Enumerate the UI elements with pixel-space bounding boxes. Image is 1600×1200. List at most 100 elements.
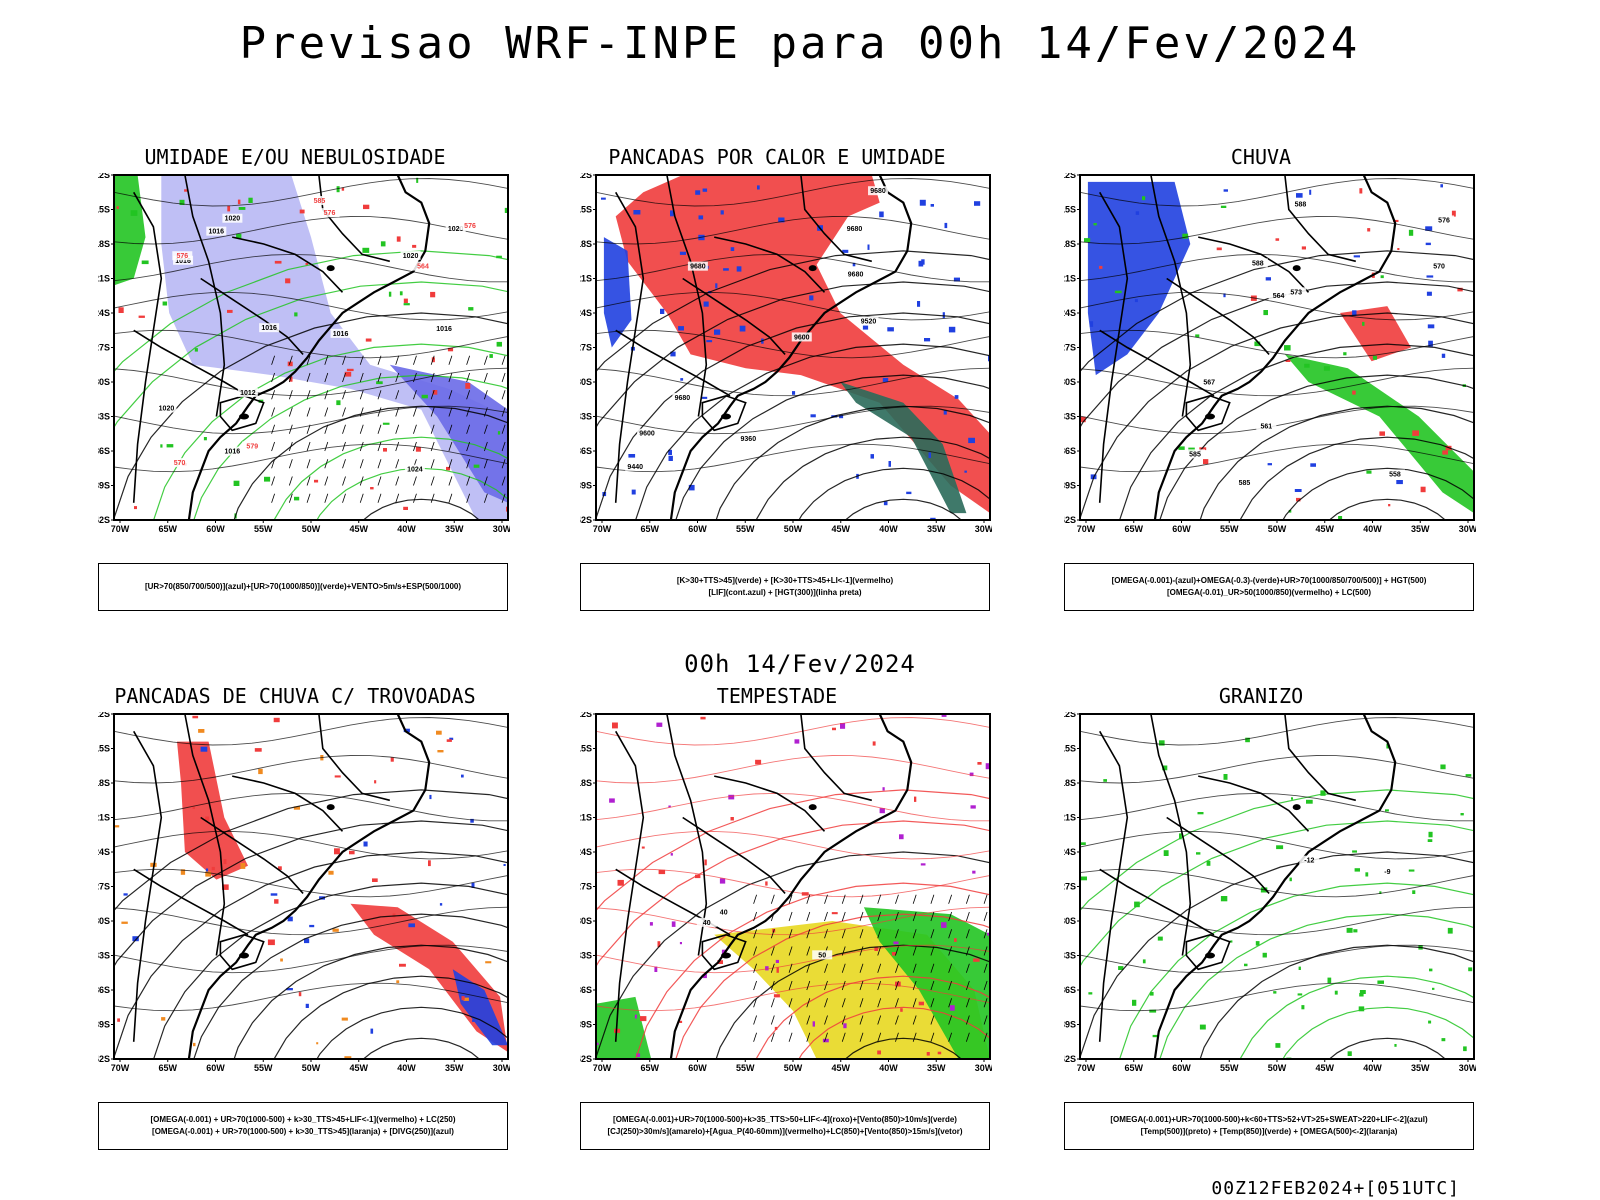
speckle bbox=[700, 716, 706, 720]
speckle bbox=[937, 1051, 942, 1055]
speckle bbox=[977, 762, 982, 765]
wind-arrow bbox=[501, 407, 506, 417]
wind-arrow bbox=[413, 407, 417, 417]
lat-label: 18S bbox=[580, 778, 592, 788]
streamline bbox=[1080, 216, 1474, 245]
contour-label-bg bbox=[319, 208, 340, 218]
speckle bbox=[428, 860, 431, 867]
lat-label: 12S bbox=[580, 173, 592, 180]
speckle bbox=[192, 715, 199, 719]
speckle bbox=[267, 939, 275, 946]
lat-label: 36S bbox=[580, 446, 592, 456]
speckle bbox=[286, 988, 293, 991]
wind-arrow bbox=[948, 946, 953, 956]
wind-arrow bbox=[965, 1015, 970, 1025]
wind-arrow bbox=[965, 980, 970, 991]
speckle bbox=[631, 489, 636, 495]
wind-arrow bbox=[288, 459, 293, 469]
wind-arrow bbox=[788, 929, 793, 939]
wind-arrow bbox=[501, 355, 506, 365]
contour-label: 585 bbox=[314, 198, 326, 205]
speckle bbox=[429, 794, 432, 800]
speckle bbox=[1223, 293, 1226, 298]
state-border bbox=[800, 175, 872, 263]
speckle bbox=[180, 869, 186, 875]
wind-arrow bbox=[930, 998, 935, 1008]
streamline bbox=[114, 178, 508, 207]
speckle bbox=[914, 796, 917, 802]
lake bbox=[1205, 952, 1216, 959]
contour-label: 1020 bbox=[159, 405, 175, 412]
streamline bbox=[1080, 982, 1474, 1012]
speckle bbox=[1196, 852, 1201, 855]
speckle bbox=[1428, 340, 1433, 347]
wind-arrow bbox=[483, 459, 488, 469]
caption-line: [UR>70(850/700/500)](azul)+[UR>70(1000/8… bbox=[144, 582, 462, 591]
wind-arrow bbox=[841, 946, 846, 956]
speckle bbox=[298, 992, 302, 997]
state-border bbox=[232, 775, 344, 832]
speckle bbox=[893, 941, 899, 945]
lon-label: 30W bbox=[493, 524, 510, 534]
speckle bbox=[336, 186, 340, 193]
wind-arrow bbox=[895, 894, 899, 904]
speckle bbox=[879, 211, 884, 218]
wind-arrow bbox=[753, 929, 757, 939]
wind-arrow bbox=[877, 929, 882, 939]
wind-arrow bbox=[466, 372, 471, 383]
speckle bbox=[294, 496, 300, 501]
speckle bbox=[1088, 992, 1093, 995]
wind-arrow bbox=[788, 1015, 793, 1025]
speckle bbox=[1084, 238, 1091, 243]
contour-label: 576 bbox=[324, 210, 336, 217]
wind-arrow bbox=[466, 493, 471, 503]
wind-arrow bbox=[770, 929, 775, 939]
contour-label: 9600 bbox=[794, 334, 810, 341]
coastline bbox=[1153, 714, 1397, 1059]
country-border bbox=[701, 394, 747, 432]
speckle bbox=[1296, 193, 1303, 198]
wind-arrow bbox=[841, 963, 846, 973]
speckle bbox=[822, 1038, 829, 1043]
wind-arrow bbox=[413, 441, 417, 452]
speckle bbox=[1396, 480, 1403, 485]
speckle bbox=[1089, 321, 1094, 327]
streamline bbox=[114, 982, 508, 1012]
speckle bbox=[162, 301, 168, 306]
speckle bbox=[882, 787, 885, 791]
streamline bbox=[596, 367, 990, 397]
speckle bbox=[852, 262, 856, 267]
speckle bbox=[1427, 324, 1435, 329]
lat-label: 18S bbox=[98, 239, 110, 249]
lon-label: 65W bbox=[1124, 1063, 1143, 1073]
speckle bbox=[233, 480, 240, 486]
shaded-region bbox=[615, 175, 990, 514]
wind-arrow bbox=[413, 493, 417, 503]
wind-arrow bbox=[770, 894, 775, 904]
speckle bbox=[1080, 842, 1086, 845]
contour-line bbox=[362, 1037, 481, 1059]
panel-pancadas-calor: PANCADAS POR CALOR E UMIDADE 9680 9680 968… bbox=[562, 145, 992, 615]
wind-arrow bbox=[930, 946, 935, 956]
wind-arrow bbox=[324, 372, 329, 383]
speckle bbox=[670, 351, 676, 357]
lon-label: 70W bbox=[593, 1063, 612, 1073]
streamline bbox=[1080, 830, 1474, 860]
speckle bbox=[985, 763, 990, 770]
speckle bbox=[287, 361, 293, 367]
caption-line: [OMEGA(-0.001) + UR>70(1000-500) + k>30_… bbox=[150, 1115, 456, 1124]
speckle bbox=[485, 961, 492, 964]
wind-arrow bbox=[877, 946, 882, 956]
wind-arrow bbox=[483, 441, 488, 452]
speckle bbox=[634, 1014, 637, 1019]
speckle bbox=[1199, 447, 1207, 451]
contour-label: 9680 bbox=[870, 188, 886, 195]
map-pancadas-calor: 9680968096809680960095209440936096009680… bbox=[580, 173, 992, 534]
speckle bbox=[1179, 833, 1182, 840]
wind-arrow bbox=[430, 441, 435, 452]
speckle bbox=[970, 805, 976, 809]
wind-arrow bbox=[377, 476, 382, 486]
wind-arrow bbox=[895, 929, 899, 939]
wind-arrow bbox=[306, 390, 311, 400]
state-border bbox=[1198, 236, 1310, 293]
